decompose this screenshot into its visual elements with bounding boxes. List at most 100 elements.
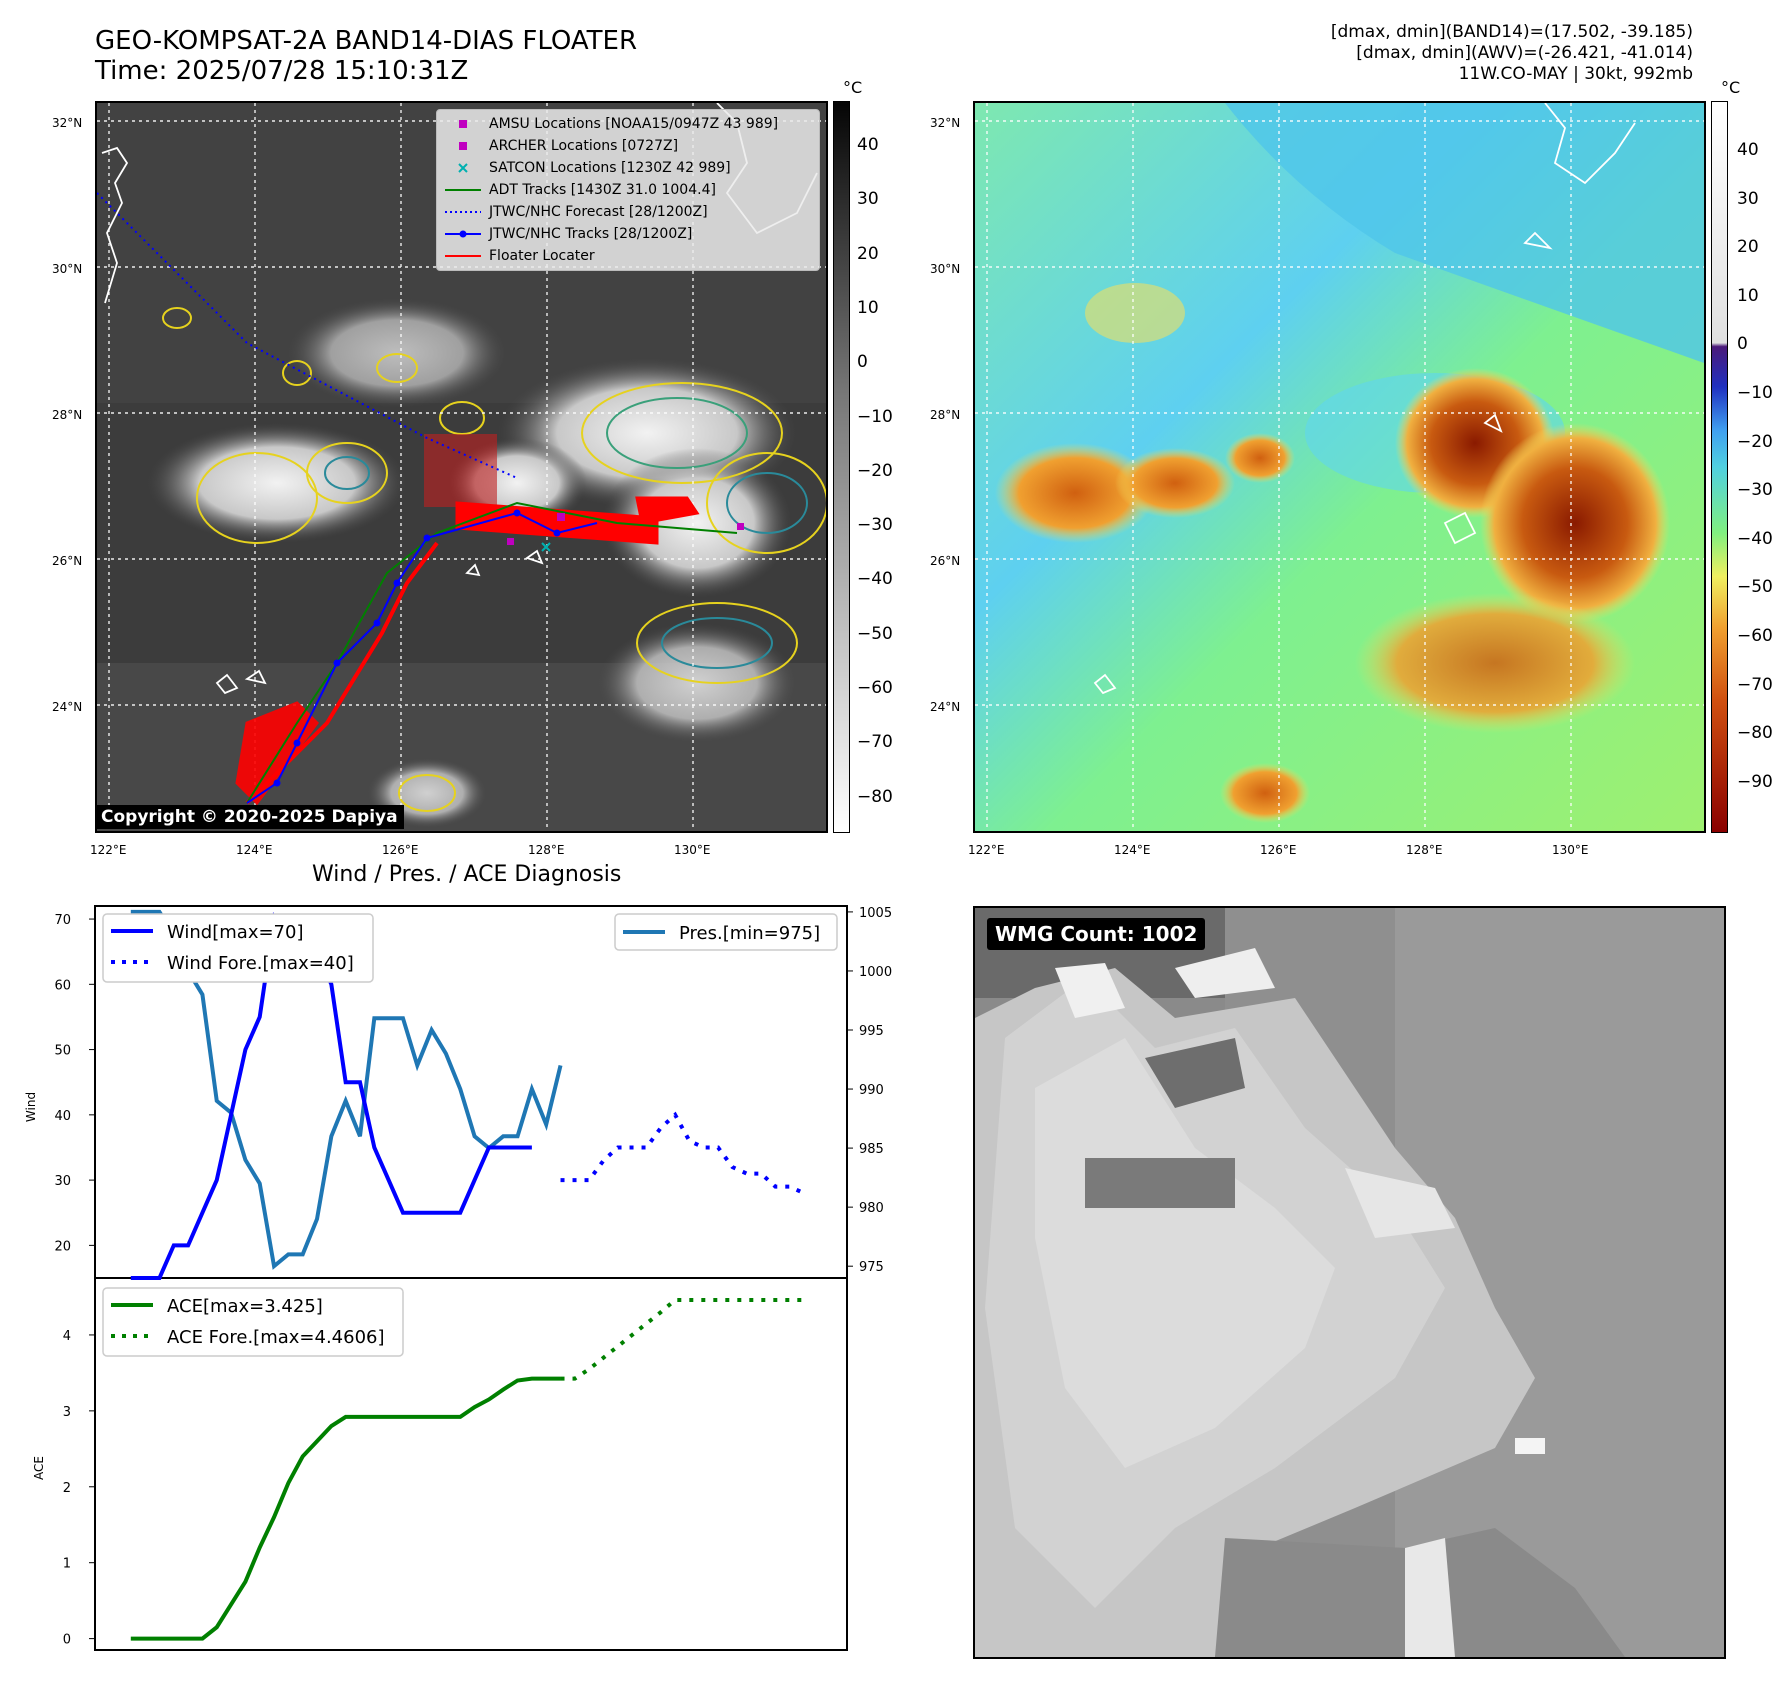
colorbar-tick: 30 xyxy=(1737,188,1759,209)
ace-forecast-line xyxy=(560,1297,805,1381)
legend-entry: ARCHER Locations [0727Z] xyxy=(443,135,813,157)
title-line2: Time: 2025/07/28 15:10:31Z xyxy=(95,56,469,86)
colorbar-tick: 40 xyxy=(857,135,879,155)
legend-marker xyxy=(458,163,468,173)
awv-colorbar xyxy=(1711,101,1728,833)
wind-line xyxy=(130,911,532,1280)
lat-label: 30°N xyxy=(930,262,961,276)
lon-label: 122°E xyxy=(968,843,1005,857)
legend-label: JTWC/NHC Forecast [28/1200Z] xyxy=(489,204,708,220)
figure-title: GEO-KOMPSAT-2A BAND14-DIAS FLOATER Time:… xyxy=(95,26,637,86)
lat-label: 28°N xyxy=(52,408,83,422)
pressure-tick-label: 1005 xyxy=(859,906,892,921)
colorbar-tick: −10 xyxy=(857,406,893,427)
legend-entry: JTWC/NHC Forecast [28/1200Z] xyxy=(443,201,813,223)
pressure-tick-label: 985 xyxy=(859,1142,884,1157)
colorbar-tick: −80 xyxy=(857,786,893,807)
lon-label: 126°E xyxy=(382,843,419,857)
wmg-image xyxy=(975,908,1724,1657)
lon-label: 128°E xyxy=(1406,843,1443,857)
wind-tick-label: 30 xyxy=(54,1174,71,1189)
legend-entry: AMSU Locations [NOAA15/0947Z 43 989] xyxy=(443,113,813,135)
legend-label: AMSU Locations [NOAA15/0947Z 43 989] xyxy=(489,116,779,132)
lat-label: 28°N xyxy=(930,408,961,422)
lon-label: 122°E xyxy=(90,843,127,857)
legend-entry: SATCON Locations [1230Z 42 989] xyxy=(443,157,813,179)
legend-pres: Pres.[min=975] xyxy=(679,923,820,944)
ace-tick-label: 1 xyxy=(63,1557,71,1572)
ace-line xyxy=(130,1376,561,1641)
colorbar-tick: −20 xyxy=(857,460,893,481)
title-line1: GEO-KOMPSAT-2A BAND14-DIAS FLOATER xyxy=(95,26,638,56)
stats-header: [dmax, dmin](BAND14)=(17.502, -39.185) [… xyxy=(1331,22,1693,85)
legend-entry: ADT Tracks [1430Z 31.0 1004.4] xyxy=(443,179,813,201)
lat-label: 26°N xyxy=(930,554,961,568)
legend-marker xyxy=(445,211,481,213)
lat-label: 26°N xyxy=(52,554,83,568)
wind-tick-label: 70 xyxy=(54,913,71,928)
ir-colorbar xyxy=(833,101,850,833)
ace-tick-label: 3 xyxy=(63,1405,71,1420)
legend-label: Floater Locater xyxy=(489,248,595,264)
colorbar-tick: 20 xyxy=(857,243,879,264)
lon-label: 124°E xyxy=(236,843,273,857)
colorbar-tick: −20 xyxy=(1737,431,1773,452)
wind-tick-label: 40 xyxy=(54,1109,71,1124)
legend-ace-fore: ACE Fore.[max=4.4606] xyxy=(167,1327,385,1348)
colorbar-tick: 10 xyxy=(857,297,879,318)
diagnosis-title: Wind / Pres. / ACE Diagnosis xyxy=(312,862,622,887)
legend-marker xyxy=(445,189,481,191)
legend-marker xyxy=(445,255,481,257)
diagnosis-chart: 70 60 50 40 30 20 1005 1000 995 990 985 980 975 4 3 2 1 0… xyxy=(24,905,892,1651)
ir-colorbar-unit: °C xyxy=(843,78,863,97)
legend-label: SATCON Locations [1230Z 42 989] xyxy=(489,160,731,176)
ace-tick-label: 4 xyxy=(63,1329,71,1344)
awv-map-panel xyxy=(973,101,1706,833)
legend-wind: Wind[max=70] xyxy=(167,922,304,943)
colorbar-tick: −30 xyxy=(857,515,893,536)
lat-label: 24°N xyxy=(52,700,83,714)
stats-awv: [dmax, dmin](AWV)=(-26.421, -41.014) xyxy=(1356,43,1693,63)
colorbar-tick: −40 xyxy=(857,569,893,590)
wind-legend xyxy=(102,913,374,983)
colorbar-tick: 0 xyxy=(1737,334,1748,355)
lon-label: 128°E xyxy=(528,843,565,857)
pressure-legend xyxy=(614,913,838,951)
ace-plot-frame xyxy=(94,1277,848,1651)
wind-forecast-line xyxy=(560,1111,805,1195)
ace-axis-label: ACE xyxy=(32,1456,46,1480)
pressure-tick-label: 990 xyxy=(859,1083,884,1098)
legend-label: JTWC/NHC Tracks [28/1200Z] xyxy=(489,226,693,242)
ir-map-panel: AMSU Locations [NOAA15/0947Z 43 989] ARCH… xyxy=(95,101,828,833)
legend-label: ARCHER Locations [0727Z] xyxy=(489,138,679,154)
pressure-tick-label: 975 xyxy=(859,1260,884,1275)
lon-label: 124°E xyxy=(1114,843,1151,857)
legend-ace: ACE[max=3.425] xyxy=(167,1296,323,1317)
legend-label: ADT Tracks [1430Z 31.0 1004.4] xyxy=(489,182,716,198)
copyright-label: Copyright © 2020-2025 Dapiya xyxy=(97,805,404,829)
legend-marker xyxy=(445,230,481,238)
wind-tick-label: 50 xyxy=(54,1044,71,1059)
colorbar-tick: −30 xyxy=(1737,480,1773,501)
ace-tick-label: 2 xyxy=(63,1481,71,1496)
legend-wind-fore: Wind Fore.[max=40] xyxy=(167,953,354,974)
awv-colorbar-unit: °C xyxy=(1721,78,1741,97)
colorbar-tick: −80 xyxy=(1737,723,1773,744)
colorbar-tick: −10 xyxy=(1737,383,1773,403)
colorbar-tick: 30 xyxy=(857,189,879,210)
legend-entry: Floater Locater xyxy=(443,245,813,267)
lon-label: 126°E xyxy=(1260,843,1297,857)
map-legend: AMSU Locations [NOAA15/0947Z 43 989] ARCH… xyxy=(436,109,820,271)
wmg-count-badge: WMG Count: 1002 xyxy=(987,918,1206,950)
pressure-tick-label: 995 xyxy=(859,1024,884,1039)
colorbar-tick: 10 xyxy=(1737,285,1759,306)
colorbar-tick: −40 xyxy=(1737,528,1773,549)
colorbar-tick: −60 xyxy=(1737,626,1773,646)
colorbar-tick: −70 xyxy=(1737,674,1773,695)
colorbar-tick: −90 xyxy=(1737,771,1773,792)
stats-band14: [dmax, dmin](BAND14)=(17.502, -39.185) xyxy=(1330,22,1693,42)
ace-legend xyxy=(102,1287,404,1357)
wind-tick-label: 60 xyxy=(54,978,71,993)
pressure-tick-label: 1000 xyxy=(859,965,892,980)
lat-label: 32°N xyxy=(930,116,961,130)
